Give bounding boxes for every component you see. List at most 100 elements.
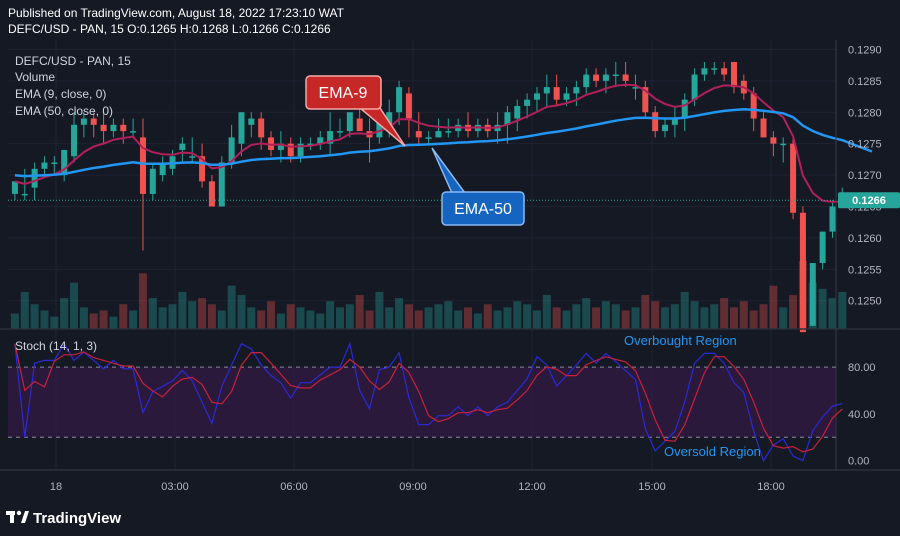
volume-bar xyxy=(789,295,798,329)
volume-bar xyxy=(89,313,98,329)
legend-symbol[interactable]: DEFC/USD - PAN, 15 xyxy=(15,54,131,68)
volume-bar xyxy=(296,307,305,329)
legend-ema9[interactable]: EMA (9, close, 0) xyxy=(15,87,106,101)
volume-bar xyxy=(838,291,847,329)
volume-bar xyxy=(454,310,463,329)
ema50-callout-label: EMA-50 xyxy=(454,201,512,218)
candle-body xyxy=(21,193,28,196)
volume-bar xyxy=(217,310,226,329)
price-tick-label: 0.1255 xyxy=(848,264,882,276)
candle-body xyxy=(819,231,826,264)
volume-bar xyxy=(759,304,768,329)
candle-body xyxy=(671,118,678,125)
volume-bar xyxy=(345,304,354,329)
legend-ema50[interactable]: EMA (50, close, 0) xyxy=(15,104,113,118)
volume-bar xyxy=(158,307,167,329)
volume-bar xyxy=(414,310,423,329)
ema50-line xyxy=(14,108,873,178)
volume-bar xyxy=(532,310,541,329)
candle-body xyxy=(238,112,245,144)
candle-body xyxy=(652,112,659,132)
time-tick-label: 06:00 xyxy=(280,481,308,493)
stoch-axis[interactable]: 80.00 40.00 0.00 xyxy=(848,362,876,468)
legend-volume[interactable]: Volume xyxy=(15,70,55,84)
candle-body xyxy=(583,74,590,88)
candle-body xyxy=(750,93,757,119)
volume-bar xyxy=(306,310,315,329)
candle-body xyxy=(405,93,412,119)
candle-body xyxy=(593,74,600,81)
volume-bar xyxy=(779,307,788,329)
stoch-band xyxy=(8,367,836,438)
volume-bar xyxy=(513,301,522,329)
stoch-pane xyxy=(8,341,843,462)
volume-bar xyxy=(582,298,591,329)
candle-body xyxy=(277,143,284,150)
ema9-line xyxy=(14,83,843,203)
ohlc-close-label: C: xyxy=(282,22,294,36)
price-tick-label: 0.1280 xyxy=(848,107,882,119)
candle-body xyxy=(100,124,107,132)
volume-bar xyxy=(404,304,413,329)
candle-body xyxy=(642,87,649,113)
ohlc-high: 0.1268 xyxy=(192,22,229,36)
volume-bar xyxy=(70,282,79,329)
candle-body xyxy=(730,61,737,88)
candle-body xyxy=(533,93,540,100)
volume-bar xyxy=(286,304,295,329)
volume-bar xyxy=(739,301,748,329)
candle-body xyxy=(622,74,629,81)
volume-bar xyxy=(257,310,266,329)
tradingview-logo[interactable]: TradingView xyxy=(6,510,121,527)
candle-body xyxy=(790,143,797,213)
volume-bar xyxy=(198,298,207,329)
volume-bar xyxy=(670,304,679,329)
candle-body xyxy=(662,124,669,132)
time-axis[interactable]: 18 03:00 06:00 09:00 12:00 15:00 18:00 xyxy=(50,481,785,493)
volume-bar xyxy=(592,307,601,329)
time-tick-label: 18 xyxy=(50,481,62,493)
oversold-label: Oversold Region xyxy=(664,444,761,459)
volume-bar xyxy=(651,301,660,329)
volume-bar xyxy=(119,304,128,329)
candle-body xyxy=(139,137,146,194)
volume-bar xyxy=(375,291,384,329)
candle-body xyxy=(287,143,294,157)
ohlc-open-label: O: xyxy=(127,22,140,36)
volume-bar xyxy=(207,304,216,329)
volume-bar xyxy=(335,307,344,329)
volume-bar xyxy=(680,291,689,329)
time-tick-label: 12:00 xyxy=(518,481,546,493)
volume-bar xyxy=(109,316,118,329)
candle-body xyxy=(317,137,324,144)
stoch-d-line xyxy=(14,343,843,453)
price-tick-label: 0.1250 xyxy=(848,296,882,308)
volume-bar xyxy=(148,298,157,329)
volume-bar xyxy=(621,310,630,329)
tradingview-logo-text: TradingView xyxy=(33,510,121,527)
price-tick-label: 0.1285 xyxy=(848,76,882,88)
volume-bar xyxy=(523,304,532,329)
candle-body xyxy=(297,143,304,157)
volume-bar xyxy=(129,310,138,329)
ohlc-open: 0.1265 xyxy=(140,22,177,36)
candle-body xyxy=(71,124,78,157)
volume-bar xyxy=(444,301,453,329)
ohlc-symbol: DEFC/USD - PAN, 15 xyxy=(8,22,124,36)
volume-bar xyxy=(700,307,709,329)
volume-bars xyxy=(10,261,847,329)
volume-bar xyxy=(385,307,394,329)
volume-bar xyxy=(503,307,512,329)
candle-body xyxy=(327,131,334,144)
candle-body xyxy=(149,168,156,194)
candle-body xyxy=(711,68,718,70)
candle-body xyxy=(760,118,767,138)
candle-body xyxy=(41,162,48,169)
ema9-callout-label: EMA-9 xyxy=(319,85,368,102)
volume-bar xyxy=(483,304,492,329)
legend-stoch[interactable]: Stoch (14, 1, 3) xyxy=(15,339,97,353)
candle-body xyxy=(90,118,97,125)
price-axis[interactable]: 0.12900.12850.12800.12750.12700.12650.12… xyxy=(848,44,882,307)
